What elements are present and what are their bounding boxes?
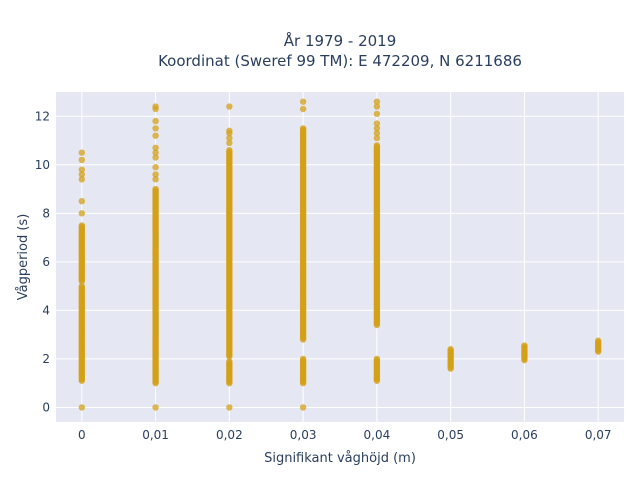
data-point (226, 358, 233, 365)
y-tick-label: 4 (42, 303, 50, 317)
data-point (152, 185, 159, 193)
data-point (299, 105, 307, 113)
x-tick-label: 0,01 (142, 428, 169, 442)
x-tick-label: 0,02 (216, 428, 243, 442)
data-point (78, 176, 86, 183)
data-point (152, 176, 159, 183)
data-point (373, 98, 381, 105)
chart-title-line-1: År 1979 - 2019 (284, 31, 397, 50)
y-tick-label: 8 (42, 206, 50, 220)
data-point (78, 156, 86, 164)
data-point (373, 103, 381, 110)
data-point (152, 171, 159, 178)
data-point (78, 222, 86, 229)
y-tick-label: 10 (35, 158, 50, 172)
data-point (78, 404, 86, 411)
axis-ticks: 0 0,01 0,02 0,03 0,04 0,05 0,06 0,07 0 2 4 6 8 10 12 (35, 109, 612, 442)
y-tick-label: 0 (42, 400, 50, 414)
data-point (152, 154, 159, 161)
data-point (152, 149, 159, 156)
data-point (299, 355, 307, 363)
data-point (78, 282, 86, 290)
data-point (226, 127, 233, 135)
data-point (373, 120, 381, 127)
x-axis-title: Signifikant våghöjd (m) (264, 451, 416, 466)
data-point (152, 164, 159, 171)
data-point (78, 149, 86, 156)
x-tick-label: 0,03 (290, 428, 317, 442)
y-tick-label: 12 (35, 109, 50, 123)
x-tick-label: 0 (78, 428, 86, 442)
data-point (78, 210, 86, 217)
y-tick-label: 6 (42, 255, 50, 269)
data-point (152, 144, 159, 152)
data-point (78, 197, 86, 205)
data-point (152, 132, 159, 139)
data-point (373, 130, 381, 137)
x-tick-label: 0,06 (511, 428, 538, 442)
x-tick-label: 0,05 (437, 428, 464, 442)
data-point (373, 125, 381, 132)
data-point (152, 103, 159, 110)
data-point (226, 103, 233, 110)
y-tick-label: 2 (42, 352, 50, 366)
data-points (78, 98, 602, 411)
data-point (299, 404, 307, 411)
data-point (373, 134, 381, 142)
x-tick-label: 0,07 (585, 428, 612, 442)
data-point (78, 166, 86, 173)
data-point (521, 342, 528, 349)
data-point (594, 337, 602, 344)
data-point (299, 98, 307, 105)
data-point (447, 346, 454, 353)
data-point (373, 355, 381, 363)
grid (56, 92, 624, 422)
data-point (152, 404, 159, 411)
data-point (299, 125, 307, 132)
data-point (226, 147, 233, 154)
chart-title-line-2: Koordinat (Sweref 99 TM): E 472209, N 62… (158, 52, 522, 70)
plot-area (56, 92, 624, 422)
data-point (226, 139, 233, 147)
data-point (78, 171, 86, 178)
data-point (226, 134, 233, 142)
data-point (226, 404, 233, 411)
data-point (373, 110, 381, 118)
data-point (152, 117, 159, 125)
y-axis-title: Vågperiod (s) (16, 214, 31, 301)
data-point (152, 125, 159, 132)
data-point (373, 142, 381, 149)
x-tick-label: 0,04 (364, 428, 391, 442)
